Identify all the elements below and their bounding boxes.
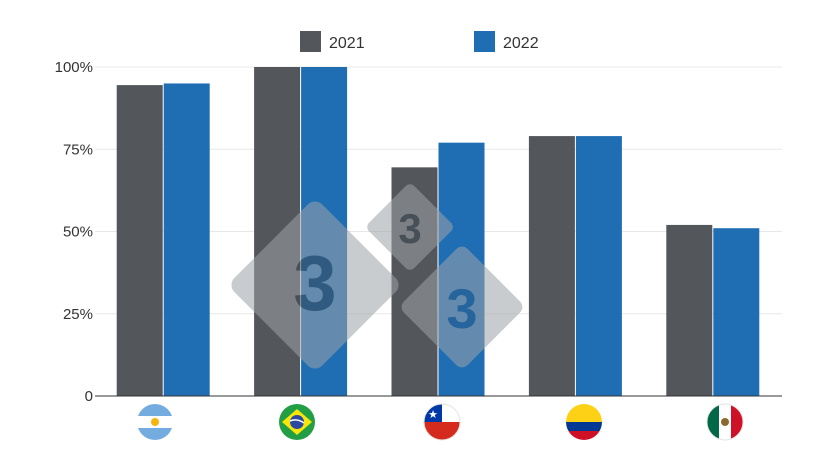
svg-text:★: ★	[428, 408, 438, 421]
flag-mexico-icon	[706, 403, 744, 441]
y-tick-label: 75%	[63, 141, 93, 158]
bar-2022-argentina	[163, 83, 210, 396]
y-tick-label: 0	[85, 388, 93, 405]
svg-text:3: 3	[293, 239, 336, 327]
flag-argentina-icon	[137, 404, 173, 440]
flag-brazil-icon	[279, 404, 315, 440]
legend-label-2021: 2021	[329, 35, 365, 52]
x-axis-flags: ★	[137, 403, 744, 441]
y-tick-label: 25%	[63, 306, 93, 323]
bar-2021-mexico	[666, 224, 713, 396]
y-axis-labels: 0 25% 50% 75% 100%	[55, 59, 93, 405]
bar-2022-colombia	[575, 136, 622, 396]
flag-colombia-icon	[566, 404, 602, 440]
bar-2022-mexico	[713, 228, 760, 396]
bar-2021-colombia	[528, 136, 575, 396]
legend: 2021 2022	[300, 31, 539, 52]
y-tick-label: 100%	[55, 59, 93, 76]
svg-text:3: 3	[446, 277, 477, 340]
legend-label-2022: 2022	[503, 35, 539, 52]
legend-swatch-2021	[300, 31, 321, 52]
flag-chile-icon: ★	[423, 403, 461, 441]
svg-text:3: 3	[398, 205, 421, 252]
legend-swatch-2022	[474, 31, 495, 52]
y-tick-label: 50%	[63, 224, 93, 241]
bar-2021-argentina	[116, 85, 163, 396]
watermark-logo: 3 3 3	[231, 184, 523, 369]
